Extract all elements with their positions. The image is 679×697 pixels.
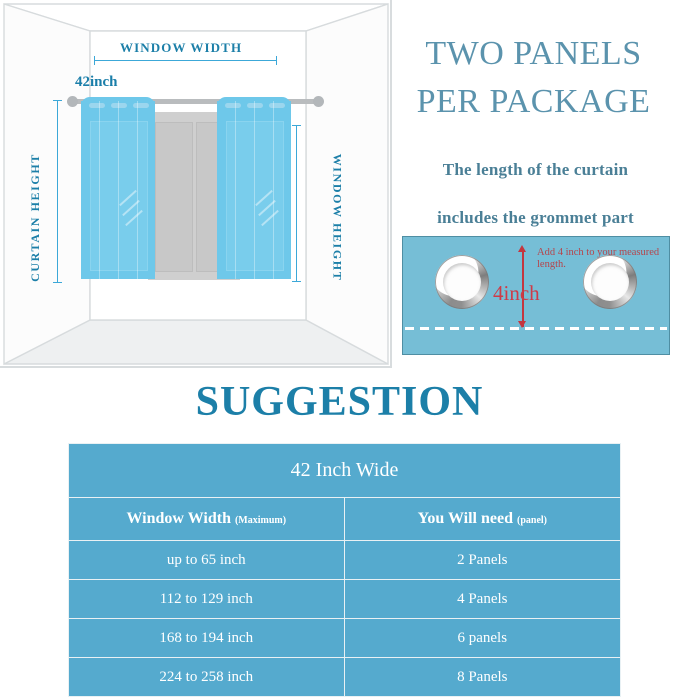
suggestion-table: 42 Inch Wide Window Width (Maximum) You … — [68, 443, 622, 697]
table-row: 112 to 129 inch 4 Panels — [68, 579, 622, 619]
grommet-tab-icon — [225, 103, 241, 108]
cell-panels: 2 Panels — [343, 540, 622, 580]
curtain-header-right — [217, 97, 291, 106]
promo-headline-line1: TWO PANELS — [425, 35, 642, 72]
grommet-measure-label: 4inch — [493, 281, 540, 305]
table-row: 168 to 194 inch 6 panels — [68, 618, 622, 658]
table-caption-row: 42 Inch Wide — [68, 443, 621, 498]
label-window-width: WINDOW WIDTH — [120, 40, 243, 55]
diagram-bottom-divider — [0, 366, 392, 368]
table-header-you-will-need: You Will need (panel) — [343, 497, 622, 541]
cell-panels: 4 Panels — [343, 579, 622, 619]
curtain-rod — [71, 99, 321, 104]
grommet-hole — [443, 263, 481, 301]
window-pane-left — [155, 122, 193, 272]
header-main-text: You Will need — [417, 510, 513, 527]
curtain-inner-left — [90, 121, 148, 271]
grommet-tab-icon — [111, 103, 127, 108]
dimension-tick — [276, 56, 277, 65]
suggestion-title: SUGGESTION — [195, 379, 484, 425]
curtain-fold — [273, 101, 274, 279]
cell-window-width: 112 to 129 inch — [68, 579, 345, 619]
header-sub-text: (panel) — [517, 515, 547, 526]
arrow-down-icon — [518, 321, 526, 328]
dimension-tick — [292, 281, 301, 282]
cell-panels: 6 panels — [343, 618, 622, 658]
grommet-hole — [591, 263, 629, 301]
grommet-tab-icon — [133, 103, 149, 108]
table-header-window-width: Window Width (Maximum) — [68, 497, 345, 541]
label-panel-width: 42inch — [75, 74, 118, 90]
label-curtain-height: CURTAIN HEIGHT — [27, 153, 42, 282]
label-window-height: WINDOW HEIGHT — [330, 153, 345, 282]
grommet-note-text: Add 4 inch to your measured length. — [537, 247, 660, 270]
curtain-fold — [137, 101, 138, 279]
promo-headline-line2: PER PACKAGE — [416, 83, 651, 120]
curtain-inner-right — [226, 121, 284, 271]
table-row: 224 to 258 inch 8 Panels — [68, 657, 622, 697]
cell-panels: 8 Panels — [343, 657, 622, 697]
window-width-dimension-line — [94, 60, 276, 61]
dimension-tick — [94, 56, 95, 65]
grommet-ring-icon — [435, 255, 489, 309]
cell-window-width: 168 to 194 inch — [68, 618, 345, 658]
curtain-panel-right — [217, 97, 291, 279]
table-row: up to 65 inch 2 Panels — [68, 540, 622, 580]
curtain-header-left — [81, 97, 155, 106]
measurement-arrow-line — [522, 249, 524, 327]
curtain-panel-left — [81, 97, 155, 279]
curtain-fold — [254, 101, 255, 279]
arrow-up-icon — [518, 245, 526, 252]
grommet-ring-icon — [583, 255, 637, 309]
header-main-text: Window Width — [126, 510, 231, 527]
dimension-tick — [292, 125, 301, 126]
room-diagram: WINDOW WIDTH 42inch CURTAIN HEIGHT WINDO… — [0, 0, 392, 368]
cell-window-width: up to 65 inch — [68, 540, 345, 580]
table-header-row: Window Width (Maximum) You Will need (pa… — [68, 497, 622, 541]
promo-subline-1: The length of the curtain — [442, 160, 629, 179]
cell-window-width: 224 to 258 inch — [68, 657, 345, 697]
table-caption-cell: 42 Inch Wide — [68, 443, 621, 498]
curtain-fold — [118, 101, 119, 279]
grommet-tab-icon — [269, 103, 285, 108]
promo-column: TWO PANELS PER PACKAGE The length of the… — [392, 0, 679, 368]
grommet-tab-icon — [89, 103, 105, 108]
curtain-rod-finial-right — [313, 96, 324, 107]
curtain-fold — [235, 101, 236, 279]
diagram-right-divider — [390, 0, 392, 368]
header-sub-text: (Maximum) — [234, 515, 287, 526]
promo-subline-2: includes the grommet part — [437, 208, 634, 227]
grommet-tab-icon — [247, 103, 263, 108]
curtain-rod-finial-left — [67, 96, 78, 107]
curtain-fold — [99, 101, 100, 279]
stitch-dashed-line — [405, 327, 667, 330]
dimension-tick — [53, 282, 62, 283]
curtain-height-dimension-line — [57, 100, 58, 282]
grommet-photo-panel: Add 4 inch to your measured length. 4inc… — [402, 236, 670, 355]
window-height-dimension-line — [296, 125, 297, 281]
dimension-tick — [53, 100, 62, 101]
